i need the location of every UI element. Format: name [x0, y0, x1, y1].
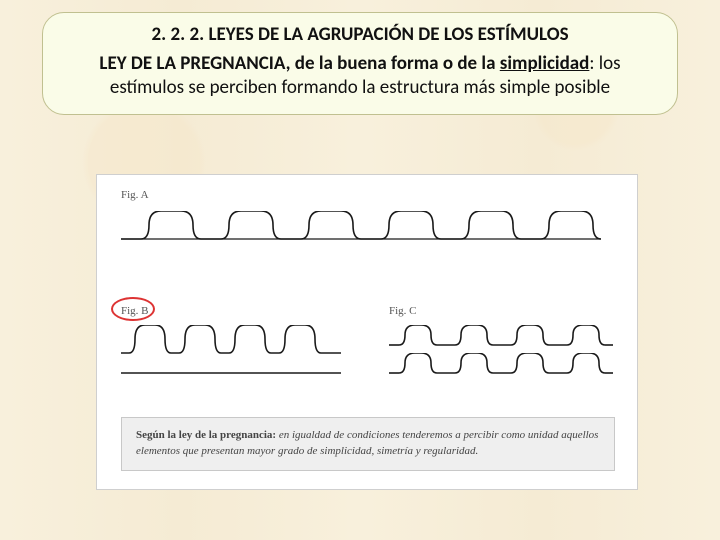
- fig-c-row2: [389, 353, 615, 375]
- fig-b-line: [121, 371, 345, 375]
- fig-c-row1: [389, 325, 615, 347]
- fig-a-label: Fig. A: [121, 189, 149, 201]
- title-bold-underline: simplicidad: [500, 52, 590, 75]
- fig-c-label: Fig. C: [389, 305, 417, 317]
- title-box: 2. 2. 2. LEYES DE LA AGRUPACIÓN DE LOS E…: [42, 12, 678, 115]
- figure-area: Fig. A Fig. B Fig. C: [96, 174, 638, 490]
- red-highlight-circle: [111, 297, 155, 321]
- fig-b-pulses: [121, 325, 345, 355]
- fig-a-wave: [121, 211, 601, 267]
- caption-lead: Según la ley de la pregnancia:: [136, 429, 276, 441]
- title-line-1: 2. 2. 2. LEYES DE LA AGRUPACIÓN DE LOS E…: [61, 23, 659, 46]
- title-bold: LEY DE LA PREGNANCIA, de la buena forma …: [99, 52, 499, 75]
- title-line-2: LEY DE LA PREGNANCIA, de la buena forma …: [61, 52, 659, 100]
- caption-box: Según la ley de la pregnancia: en iguald…: [121, 417, 615, 471]
